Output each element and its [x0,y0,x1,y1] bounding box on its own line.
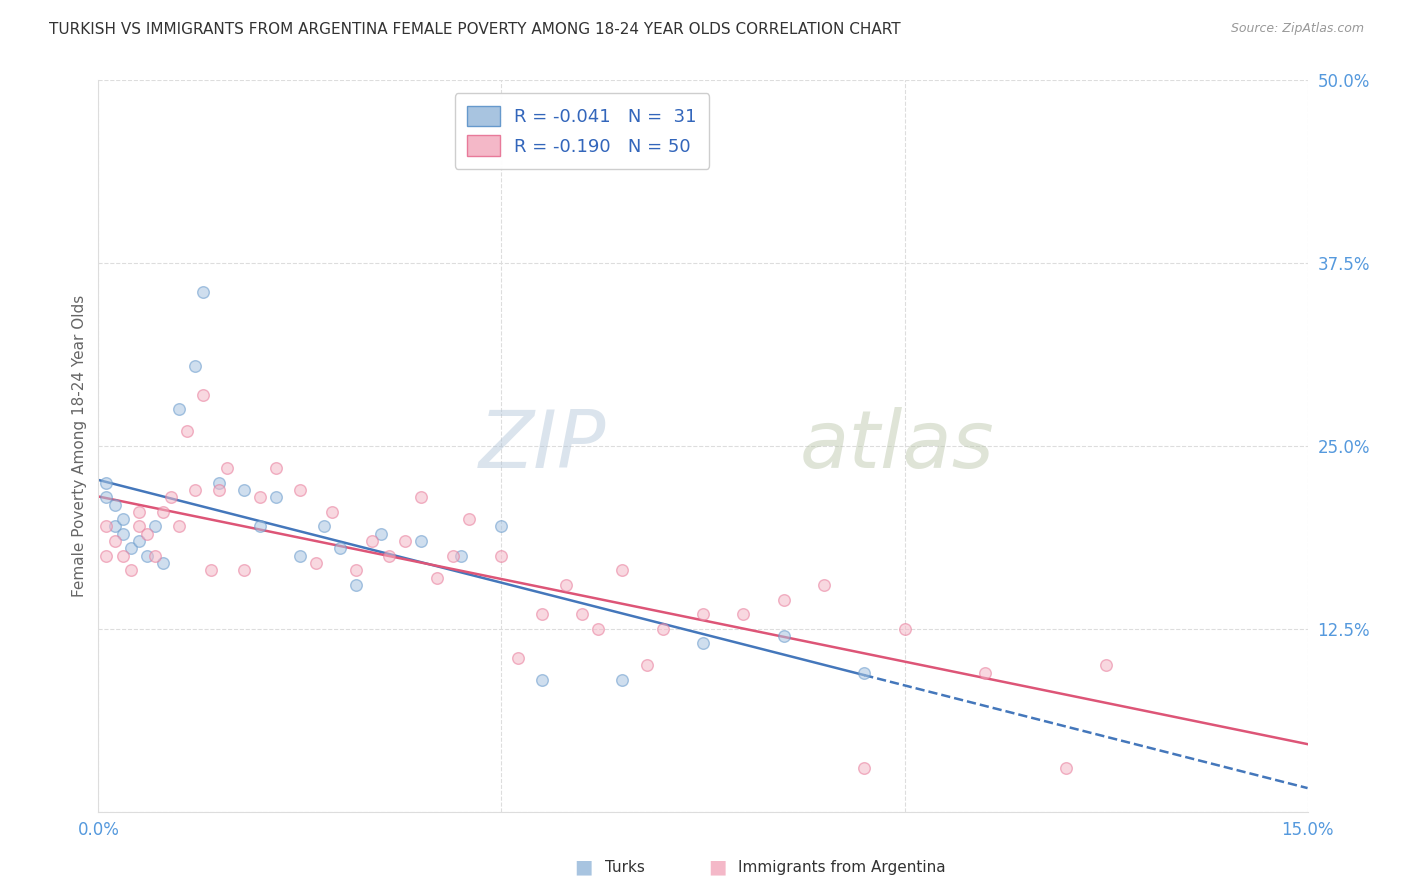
Point [184,483,207,497]
Point [249,519,271,533]
Point [692,636,714,650]
Point [426,571,449,585]
Point [200,563,222,577]
Point [458,512,481,526]
Text: TURKISH VS IMMIGRANTS FROM ARGENTINA FEMALE POVERTY AMONG 18-24 YEAR OLDS CORREL: TURKISH VS IMMIGRANTS FROM ARGENTINA FEM… [49,22,901,37]
Point [111,526,134,541]
Point [530,607,553,622]
Point [152,505,174,519]
Point [103,498,125,512]
Point [264,490,287,504]
Point [249,490,271,504]
Point [361,534,384,549]
Text: Source: ZipAtlas.com: Source: ZipAtlas.com [1230,22,1364,36]
Point [128,534,150,549]
Point [111,512,134,526]
Point [409,534,432,549]
Point [491,549,513,563]
Point [329,541,352,556]
Point [208,483,231,497]
Point [314,519,336,533]
Point [128,505,150,519]
Point [491,519,513,533]
Point [96,475,118,490]
Text: ZIP: ZIP [479,407,606,485]
Point [135,549,157,563]
Point [441,549,464,563]
Point [176,425,198,439]
Point [208,475,231,490]
Point [232,483,254,497]
Point [152,556,174,570]
Text: ■: ■ [707,857,727,877]
Legend: R = -0.041   N =  31, R = -0.190   N = 50: R = -0.041 N = 31, R = -0.190 N = 50 [454,93,710,169]
Point [120,541,142,556]
Point [120,563,142,577]
Point [135,526,157,541]
Point [772,629,794,643]
Point [974,665,997,680]
Point [96,490,118,504]
Point [305,556,328,570]
Point [143,519,166,533]
Point [264,461,287,475]
Point [143,549,166,563]
Point [1054,761,1077,775]
Point [772,592,794,607]
Point [288,549,311,563]
Point [506,651,529,665]
Point [344,563,367,577]
Point [612,563,634,577]
Point [103,534,125,549]
Point [450,549,472,563]
Point [586,622,609,636]
Point [636,658,658,673]
Point [111,549,134,563]
Point [651,622,673,636]
Point [128,519,150,533]
Point [217,461,239,475]
Point [571,607,593,622]
Point [184,359,207,373]
Text: Immigrants from Argentina: Immigrants from Argentina [738,860,946,874]
Y-axis label: Female Poverty Among 18-24 Year Olds: Female Poverty Among 18-24 Year Olds [72,295,87,597]
Point [555,578,578,592]
Point [1095,658,1118,673]
Point [193,388,215,402]
Point [813,578,835,592]
Point [377,549,399,563]
Text: Turks: Turks [605,860,644,874]
Point [321,505,343,519]
Point [344,578,367,592]
Point [103,519,125,533]
Point [853,665,876,680]
Point [733,607,755,622]
Point [893,622,915,636]
Point [288,483,311,497]
Point [232,563,254,577]
Point [160,490,183,504]
Point [530,673,553,687]
Point [692,607,714,622]
Text: ■: ■ [574,857,593,877]
Point [370,526,392,541]
Point [96,519,118,533]
Point [167,402,190,417]
Point [193,285,215,300]
Point [167,519,190,533]
Point [409,490,432,504]
Point [96,549,118,563]
Point [612,673,634,687]
Point [853,761,876,775]
Point [394,534,416,549]
Text: atlas: atlas [800,407,994,485]
